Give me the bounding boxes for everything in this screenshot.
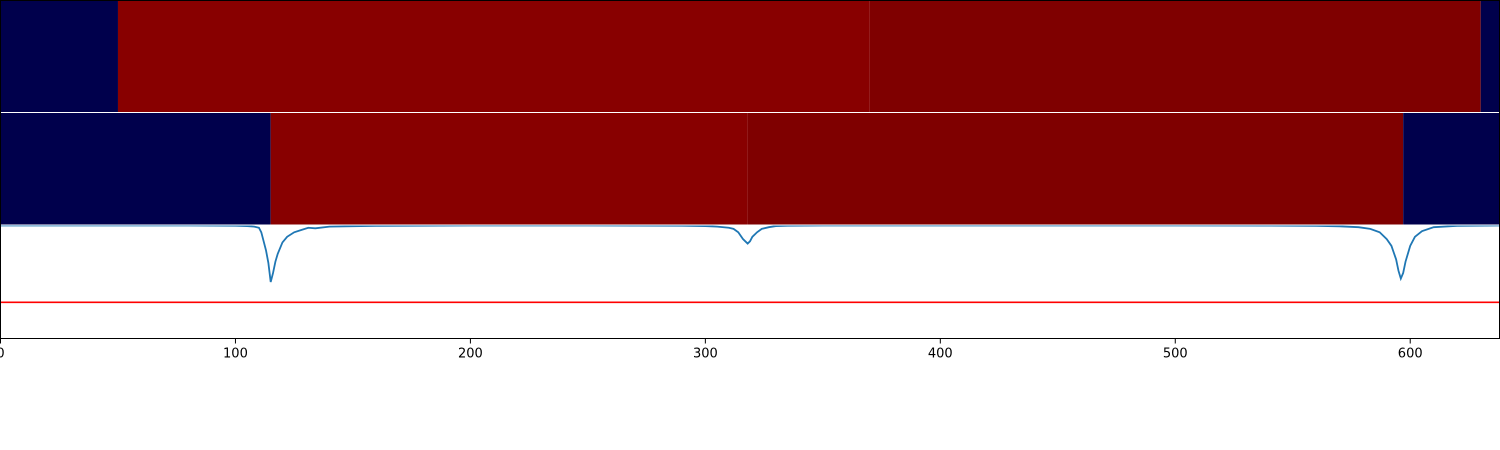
heatmap-rows bbox=[0, 0, 1500, 226]
signal-series-line bbox=[0, 224, 1500, 283]
x-tick-label-600: 600 bbox=[1398, 347, 1423, 362]
x-tick-label-200: 200 bbox=[458, 347, 483, 362]
heatmap-segment-2-3 bbox=[747, 113, 1404, 226]
x-tick-label-500: 500 bbox=[1163, 347, 1188, 362]
heatmap-segment-1-1 bbox=[0, 0, 118, 113]
x-tick-label-300: 300 bbox=[693, 347, 718, 362]
heatmap-segment-2-4 bbox=[1403, 113, 1500, 226]
heatmap-segment-1-4 bbox=[1480, 0, 1500, 113]
panel-separators bbox=[0, 112, 1500, 226]
line-panel-background bbox=[0, 225, 1500, 339]
heatmap-row-1 bbox=[0, 0, 1500, 113]
heatmap-segment-2-2 bbox=[270, 113, 748, 226]
heatmap-segment-2-1 bbox=[0, 113, 271, 226]
x-tick-label-100: 100 bbox=[223, 347, 248, 362]
heatmap-row-2 bbox=[0, 113, 1500, 226]
x-tick-label-0: 0 bbox=[0, 347, 5, 362]
x-tick-label-400: 400 bbox=[928, 347, 953, 362]
heatmap-segment-1-2 bbox=[117, 0, 870, 113]
heatmap-segment-1-3 bbox=[869, 0, 1481, 113]
line-panel bbox=[0, 224, 1500, 339]
x-axis: 0 100 200 300 400 500 600 bbox=[0, 338, 1423, 362]
